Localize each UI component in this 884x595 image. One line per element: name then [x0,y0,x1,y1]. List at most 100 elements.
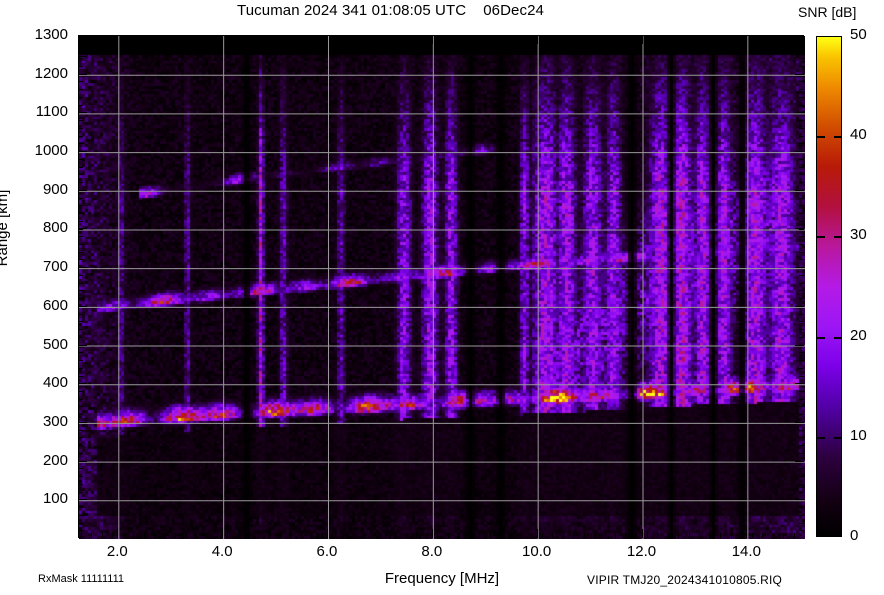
x-minor-tick [363,35,365,40]
x-minor-tick [625,35,627,40]
y-minor-tick [78,391,83,392]
x-minor-tick [552,533,554,538]
y-minor-tick [78,50,83,52]
y-minor-tick [799,290,804,292]
x-minor-tick [437,35,439,40]
y-minor-tick [799,460,804,462]
y-minor-tick [799,491,804,493]
x-minor-tick [426,533,428,538]
y-minor-tick [799,499,804,501]
x-minor-tick [531,35,533,40]
y-minor-tick [799,267,804,269]
x-minor-tick [101,533,103,538]
y-minor-tick [78,491,83,493]
x-minor-tick [562,533,564,538]
x-minor-tick [500,35,501,40]
y-minor-tick [799,259,804,261]
x-minor-tick [332,35,334,40]
x-minor-tick [405,35,407,40]
x-minor-tick-cluster [79,43,86,45]
y-minor-tick [78,143,83,145]
y-minor-tick [799,73,804,75]
x-minor-tick [657,35,659,40]
y-minor-tick [799,50,804,52]
y-axis-tick-label: 1300 [34,26,68,43]
x-minor-tick [154,533,155,538]
y-minor-tick [78,259,83,261]
y-minor-tick [78,336,83,338]
x-minor-tick [237,35,239,40]
x-axis-tick-label: 4.0 [211,543,233,560]
x-minor-tick [479,35,480,40]
x-minor-tick [395,35,397,40]
x-minor-tick [741,533,743,538]
x-minor-tick [363,533,365,538]
x-minor-tick [321,35,323,40]
x-minor-tick [447,35,449,40]
y-minor-tick [78,367,83,369]
x-minor-tick [206,533,208,538]
x-minor-tick [426,35,428,40]
y-minor-tick [78,414,83,416]
x-minor-tick [311,35,313,40]
x-minor-tick [290,35,292,40]
y-minor-tick [78,290,83,292]
y-axis-tick-label: 300 [42,412,68,430]
y-minor-tick [78,274,83,276]
colorbar-title: SNR [dB] [798,4,857,20]
y-minor-tick [799,127,804,129]
x-minor-tick [468,533,470,538]
y-axis-tick-label: 800 [42,219,68,237]
y-minor-tick [78,243,83,245]
x-major-tick [222,35,224,44]
y-minor-tick [799,251,804,253]
ionogram-plot[interactable] [78,35,805,539]
x-minor-tick [122,35,124,40]
x-minor-tick [678,533,680,538]
x-axis-title: Frequency [MHz] [384,570,500,587]
y-minor-tick [78,483,83,485]
y-minor-tick [799,120,804,122]
y-minor-tick [78,66,83,67]
x-minor-tick [520,35,522,40]
x-minor-tick [573,533,575,538]
y-minor-tick [78,73,83,75]
y-minor-tick [799,96,804,98]
x-major-tick [326,35,328,44]
x-minor-tick [405,533,407,538]
x-minor-tick [688,533,690,538]
x-major-tick [431,35,433,44]
x-minor-tick [531,533,533,538]
y-minor-tick [78,251,83,253]
y-minor-tick [799,336,804,338]
y-minor-tick [799,189,804,191]
y-minor-tick [78,182,83,183]
x-minor-tick [195,35,197,40]
y-minor-tick [78,282,83,284]
y-axis-tick-label: 600 [42,296,68,314]
x-minor-tick [678,35,680,40]
x-minor-tick [468,35,470,40]
x-minor-tick [133,35,134,40]
colorbar-tick-label: 30 [850,226,867,244]
x-minor-tick [730,35,732,40]
x-minor-tick [772,533,774,538]
y-minor-tick [799,437,804,439]
x-minor-tick [489,533,491,538]
x-minor-tick [636,35,638,40]
x-minor-tick-cluster [79,49,86,51]
x-minor-tick [772,35,774,40]
x-minor-tick [594,533,596,538]
colorbar-tick [834,436,842,439]
y-axis-tick-label: 500 [42,335,68,353]
y-minor-tick [799,305,804,307]
y-minor-tick [78,445,83,447]
x-minor-tick [237,533,239,538]
y-major-tick [78,35,87,36]
colorbar-tick [817,136,825,139]
y-minor-tick [78,213,83,214]
y-minor-tick [799,406,804,408]
x-minor-tick [646,35,648,40]
x-minor-tick [164,35,166,40]
x-minor-tick [416,533,418,538]
